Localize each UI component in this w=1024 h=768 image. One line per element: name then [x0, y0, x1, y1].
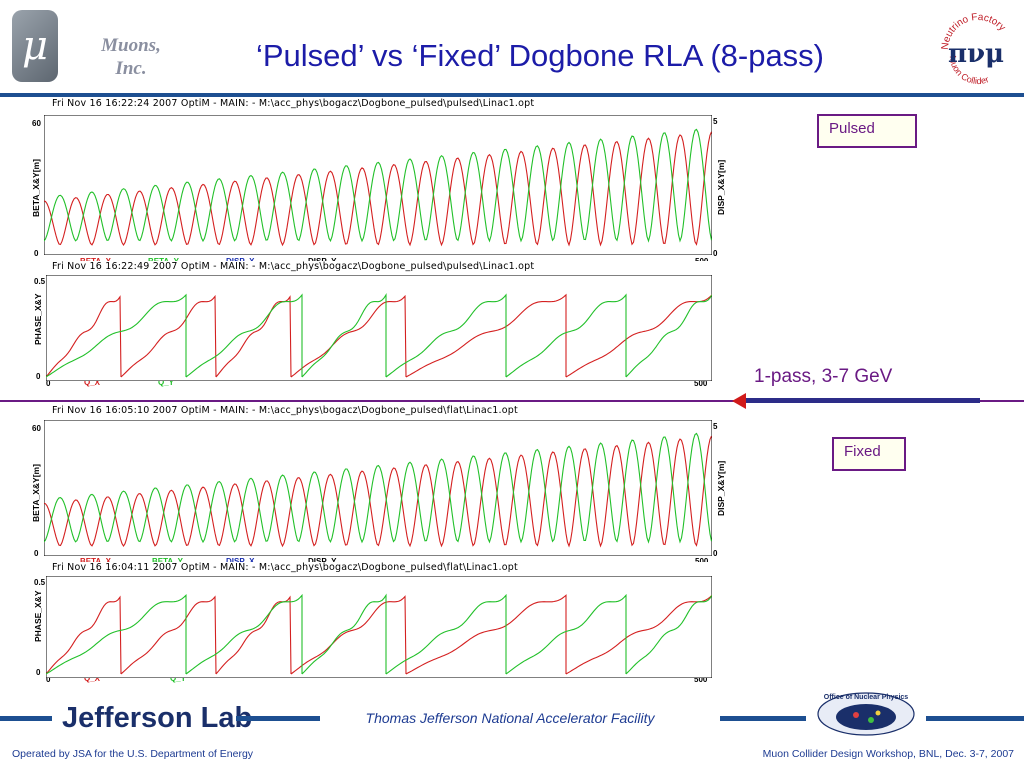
ylabel-left: BETA_X&Y[m] [31, 464, 41, 522]
ytick-right-bottom: 0 [713, 249, 718, 258]
footer-bar-left [0, 716, 52, 721]
muons-inc-logo: μ [12, 10, 58, 82]
legend-q-y: Q_Y [170, 674, 187, 683]
section-divider [0, 400, 1024, 402]
arrow-left-icon [732, 393, 746, 409]
pulsed-phase-plot: Fri Nov 16 16:22:49 2007 OptiM - MAIN: -… [30, 261, 720, 391]
plot-title: Fri Nov 16 16:22:49 2007 OptiM - MAIN: -… [52, 261, 535, 272]
ytick-right-top: 5 [713, 117, 718, 126]
ytick-right-bottom: 0 [713, 549, 718, 558]
legend-disp-y: DISP_Y [308, 557, 336, 566]
ytick-left-bottom: 0 [34, 549, 39, 558]
ytick-left-bottom: 0 [36, 668, 41, 677]
onp-logo-text: Office of Nuclear Physics [824, 694, 909, 701]
phase-x-curve [46, 594, 712, 675]
phase-x-curve [46, 293, 712, 378]
plot-title: Fri Nov 16 16:22:24 2007 OptiM - MAIN: -… [52, 98, 535, 109]
legend-beta-x: BETA_X [80, 557, 111, 566]
ytick-left-bottom: 0 [36, 372, 41, 381]
pulsed-beta-plot: Fri Nov 16 16:22:24 2007 OptiM - MAIN: -… [30, 97, 730, 266]
fixed-label: Fixed [832, 437, 906, 471]
beta-x-curve [44, 435, 712, 548]
phase-y-curve [46, 593, 712, 675]
beta-plot-area [44, 115, 712, 255]
ytick-left-top: 60 [32, 119, 41, 128]
xtick-left: 0 [46, 379, 51, 388]
ylabel-left: BETA_X&Y[m] [31, 159, 41, 217]
footer-bar-mid-left [236, 716, 320, 721]
pass-label: 1-pass, 3-7 GeV [754, 366, 893, 387]
nf-logo-glyphs: πνμ [948, 39, 1004, 69]
mu-glyph: μ [22, 23, 48, 69]
ytick-left-top: 60 [32, 424, 41, 433]
footer-bar-mid-right [720, 716, 806, 721]
plot-frame [46, 576, 712, 678]
ytick-left-top: 0.5 [34, 277, 46, 286]
header-rule [0, 93, 1024, 97]
ytick-right-top: 5 [713, 422, 718, 431]
beta-y-curve [44, 128, 712, 243]
office-of-nuclear-physics-logo: Office of Nuclear Physics [817, 692, 915, 736]
xtick-right: 500 [694, 675, 708, 684]
ylabel-left: PHASE_X&Y [33, 293, 43, 346]
arrow-shaft [744, 398, 980, 403]
phase-y-curve [46, 293, 712, 378]
legend-disp-x: DISP_X [226, 557, 254, 566]
fixed-phase-plot: Fri Nov 16 16:04:11 2007 OptiM - MAIN: -… [30, 562, 720, 690]
pulsed-label: Pulsed [817, 114, 917, 148]
ylabel-right: DISP_X&Y[m] [716, 460, 726, 516]
plot-frame [44, 115, 712, 255]
slide-title: ‘Pulsed’ vs ‘Fixed’ Dogbone RLA (8-pass) [255, 38, 825, 73]
neutrino-factory-logo: Neutrino Factory Muon Collider πνμ [940, 12, 1008, 86]
xtick-left: 0 [46, 675, 51, 684]
legend-q-y: Q_Y [158, 378, 175, 387]
beta-plot-area [44, 420, 712, 556]
facility-name: Thomas Jefferson National Accelerator Fa… [365, 710, 655, 726]
fixed-beta-plot: Fri Nov 16 16:05:10 2007 OptiM - MAIN: -… [30, 404, 730, 572]
ylabel-left: PHASE_X&Y [33, 590, 43, 643]
legend-beta-y: BETA_Y [152, 557, 183, 566]
xtick-right: 500 [695, 557, 708, 566]
ytick-left-bottom: 0 [34, 249, 39, 258]
ytick-left-top: 0.5 [34, 578, 46, 587]
xtick-right: 500 [694, 379, 708, 388]
plot-title: Fri Nov 16 16:04:11 2007 OptiM - MAIN: -… [52, 562, 518, 573]
legend-q-x: Q_X [84, 378, 101, 387]
footer-right-text: Muon Collider Design Workshop, BNL, Dec.… [762, 748, 1014, 760]
plot-frame [46, 275, 712, 381]
plot-title: Fri Nov 16 16:05:10 2007 OptiM - MAIN: -… [52, 405, 518, 416]
footer-bar-right [926, 716, 1024, 721]
footer-left-text: Operated by JSA for the U.S. Department … [12, 748, 254, 760]
beta-y-curve [44, 432, 712, 544]
ylabel-right: DISP_X&Y[m] [716, 159, 726, 215]
jefferson-lab-logo: Jefferson Lab [62, 702, 253, 734]
legend-q-x: Q_X [84, 674, 101, 683]
beta-x-curve [44, 131, 712, 247]
org-name: Muons, Inc. [101, 35, 161, 79]
phase-plot-area [46, 576, 712, 678]
plot-frame [44, 420, 712, 556]
phase-plot-area [46, 275, 712, 381]
